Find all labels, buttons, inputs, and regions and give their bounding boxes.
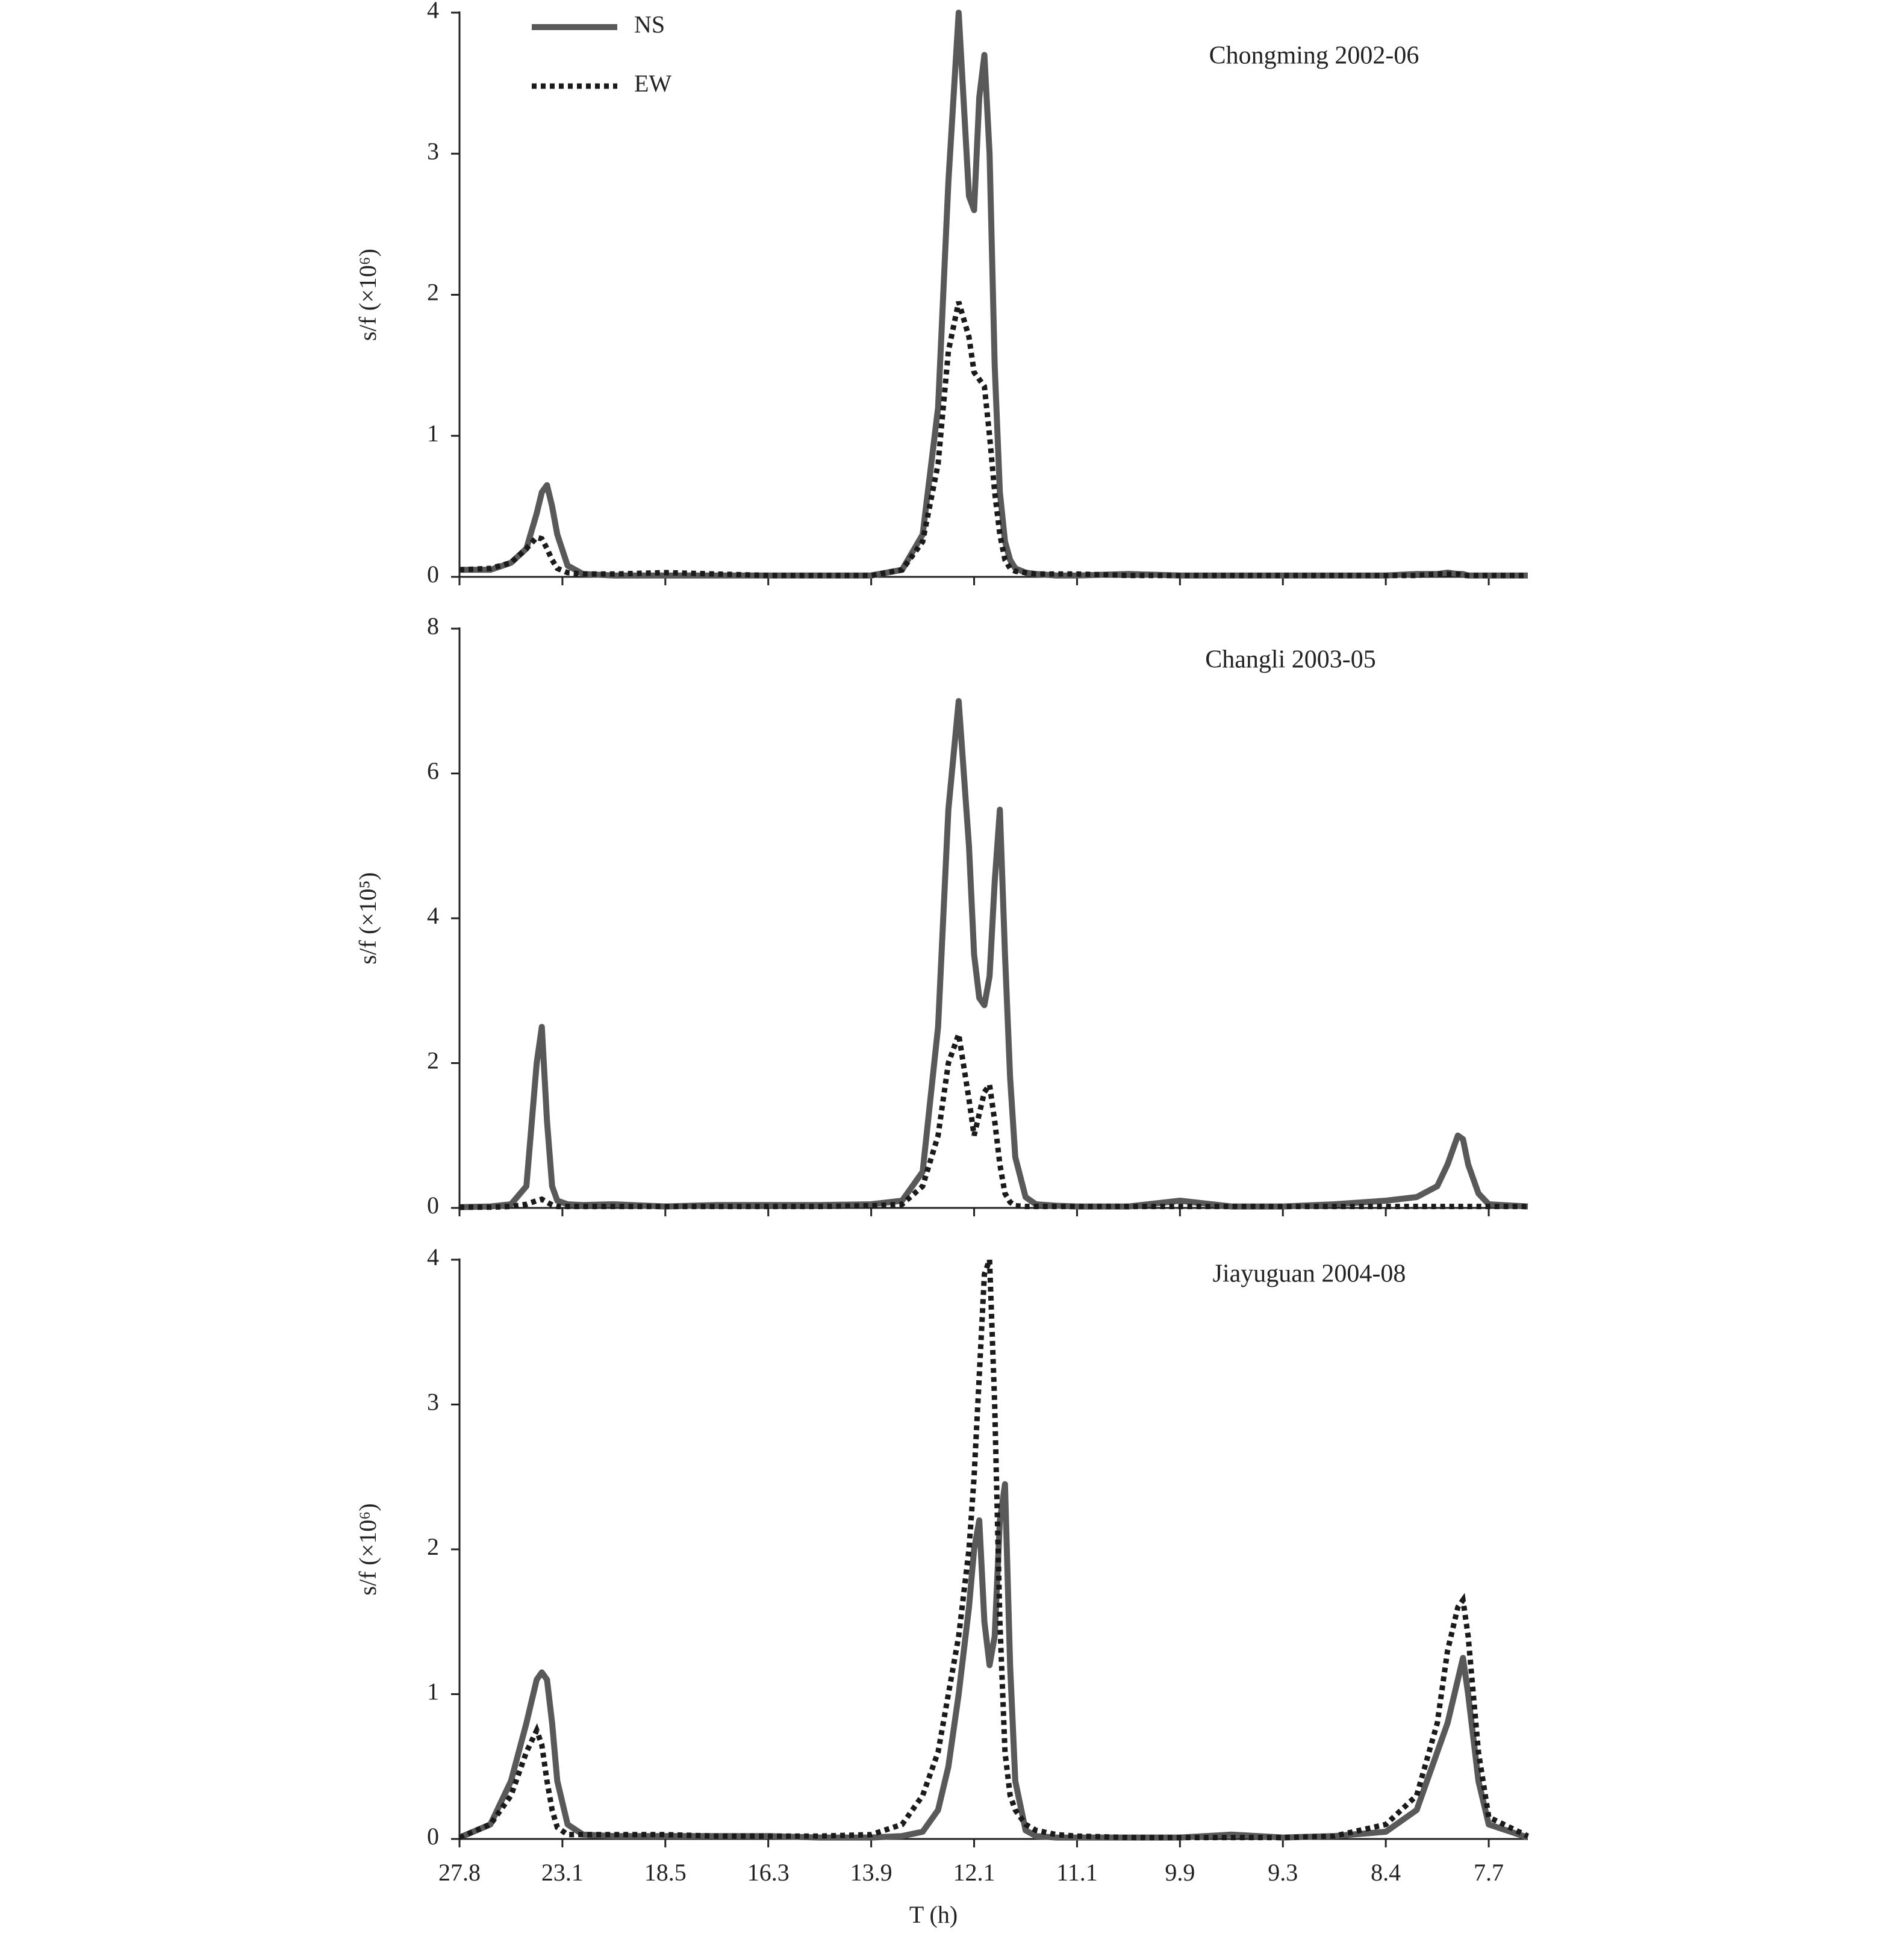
y-tick-label: 6 <box>427 758 439 785</box>
x-tick-label: 13.9 <box>850 1859 892 1886</box>
y-tick-label: 1 <box>427 1678 439 1705</box>
x-tick-label: 9.9 <box>1165 1859 1195 1886</box>
y-tick-label: 3 <box>427 1389 439 1416</box>
x-tick-label: 16.3 <box>747 1859 790 1886</box>
chart-title: Jiayuguan 2004-08 <box>1213 1260 1406 1288</box>
x-tick-label: 18.5 <box>644 1859 687 1886</box>
series-line <box>459 1033 1528 1210</box>
x-tick-label: 7.7 <box>1474 1859 1504 1886</box>
y-tick-label: 8 <box>427 612 439 639</box>
chart-title: Changli 2003-05 <box>1205 646 1375 674</box>
y-tick-label: 1 <box>427 420 439 447</box>
x-tick-label: 12.1 <box>953 1859 995 1886</box>
series-line <box>459 698 1528 1210</box>
x-tick-label: 23.1 <box>541 1859 584 1886</box>
y-axis-label: s/f (×10⁵) <box>354 872 381 964</box>
y-tick-label: 2 <box>427 1047 439 1074</box>
series-line <box>459 300 1528 579</box>
x-axis-label: T (h) <box>909 1901 958 1928</box>
y-axis-label: s/f (×10⁶) <box>354 249 381 341</box>
y-tick-label: 0 <box>427 1192 439 1219</box>
y-axis-label: s/f (×10⁶) <box>354 1503 381 1595</box>
y-tick-label: 0 <box>427 561 439 588</box>
y-tick-label: 4 <box>427 902 439 929</box>
y-tick-label: 0 <box>427 1823 439 1850</box>
x-tick-label: 8.4 <box>1371 1859 1401 1886</box>
series-line <box>458 1481 1529 1841</box>
y-tick-label: 2 <box>427 1533 439 1560</box>
y-tick-label: 4 <box>427 1243 439 1271</box>
y-tick-label: 2 <box>427 279 439 306</box>
chart-title: Chongming 2002-06 <box>1209 42 1419 70</box>
y-tick-label: 3 <box>427 137 439 164</box>
x-tick-label: 9.3 <box>1268 1859 1298 1886</box>
legend-label: NS <box>634 11 665 38</box>
x-tick-label: 27.8 <box>438 1859 481 1886</box>
legend-label: EW <box>634 70 671 97</box>
series-line <box>459 10 1528 579</box>
series-line <box>458 1258 1529 1841</box>
y-tick-label: 4 <box>427 0 439 23</box>
x-tick-label: 11.1 <box>1056 1859 1098 1886</box>
